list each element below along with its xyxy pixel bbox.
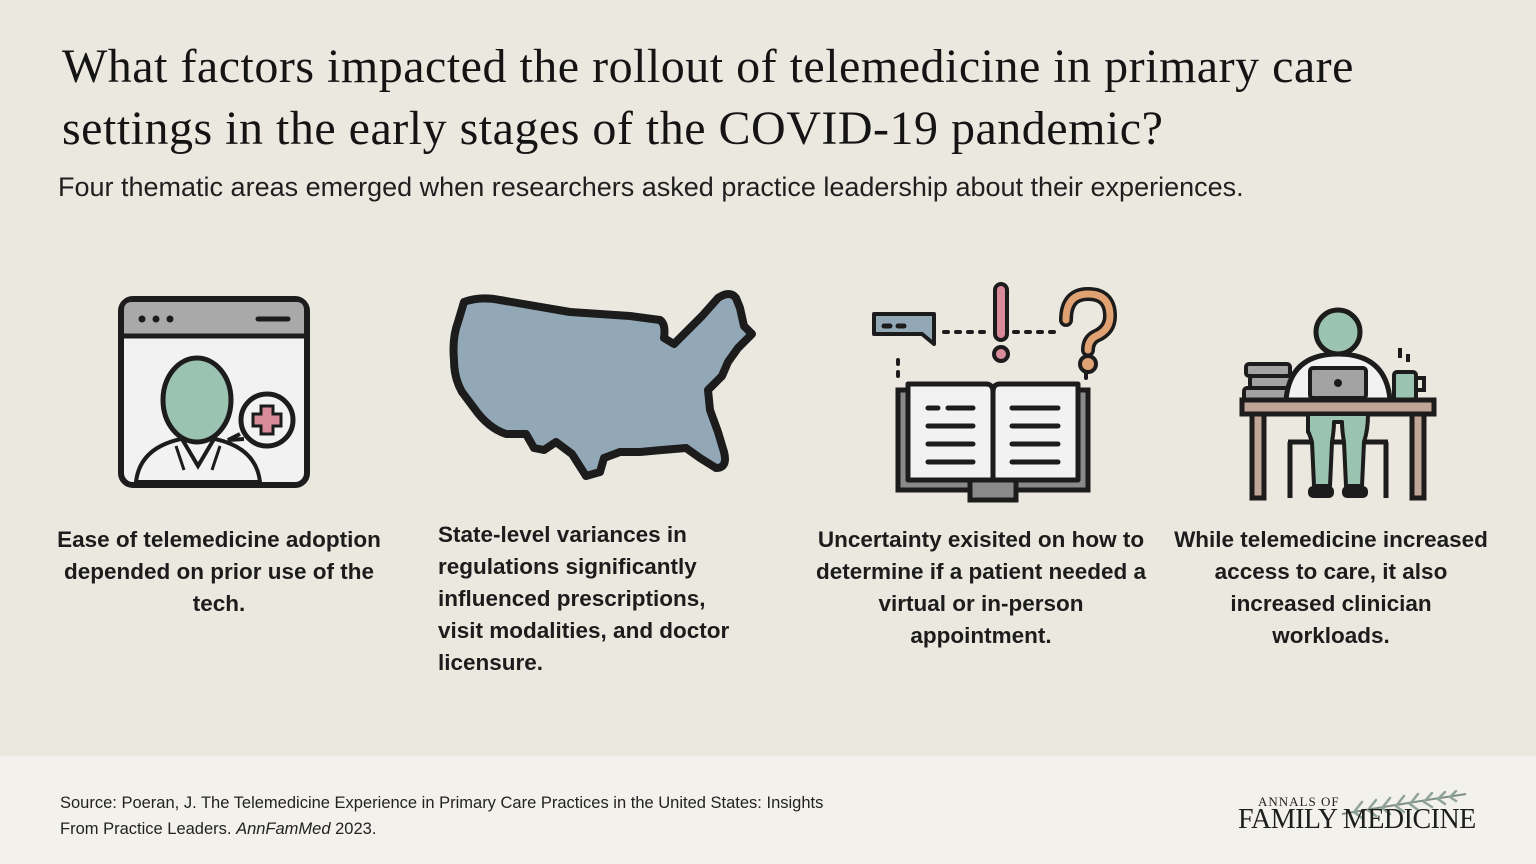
clinician-desk-icon — [1239, 307, 1437, 501]
page-title: What factors impacted the rollout of tel… — [62, 40, 1354, 155]
fern-icon — [1341, 790, 1467, 820]
source-text: Source: Poeran, J. The Telemedicine Expe… — [60, 794, 824, 838]
footer-band — [0, 756, 1536, 864]
logo-annals-of: ANNALS OF — [1258, 794, 1340, 809]
theme-caption: Uncertainty exisited on how to determine… — [815, 527, 1147, 648]
journal-abbreviation: AnnFamMed — [236, 820, 331, 838]
theme-caption: State-level variances in regulations sig… — [438, 522, 730, 675]
source-citation: Source: Poeran, J. The Telemedicine Expe… — [60, 790, 860, 842]
annals-logo: ANNALS OF FAMILY MEDICINE — [1236, 788, 1476, 844]
video-call-doctor-icon — [118, 296, 310, 488]
theme-caption: Ease of telemedicine adoption depended o… — [57, 527, 381, 616]
theme-caption: While telemedicine increased access to c… — [1174, 527, 1488, 648]
logo-family-medicine: FAMILY MEDICINE — [1238, 804, 1476, 835]
page-subtitle: Four thematic areas emerged when researc… — [58, 172, 1244, 202]
book-question-icon — [872, 282, 1118, 503]
source-year: 2023. — [330, 820, 377, 838]
usa-map-icon — [449, 290, 756, 480]
